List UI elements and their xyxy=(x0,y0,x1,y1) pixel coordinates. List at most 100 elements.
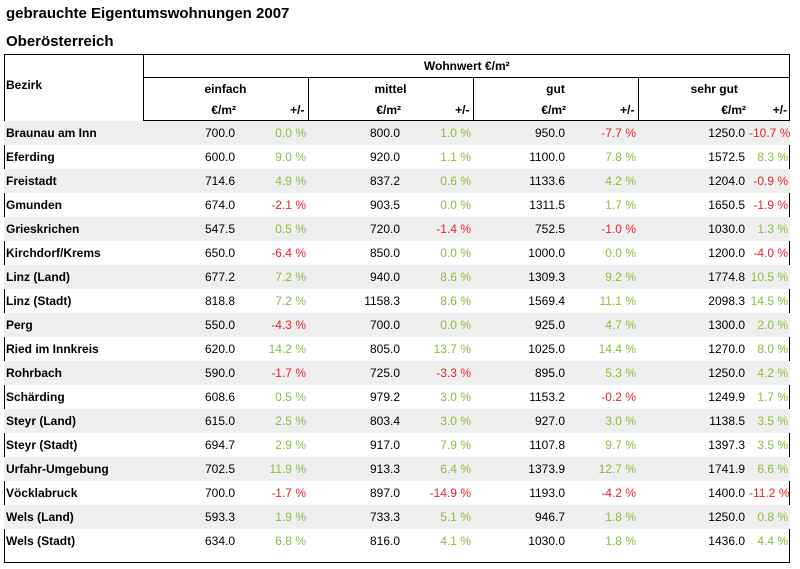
change-value: -10.7 xyxy=(749,126,777,140)
percent-sign: % xyxy=(460,246,471,260)
price-change: -4.3 % xyxy=(239,313,308,337)
percent-sign: % xyxy=(777,174,789,188)
price-change: 2.0 % xyxy=(749,313,791,337)
change-header: +/- xyxy=(569,100,638,121)
price-value: 700.0 xyxy=(204,486,235,500)
price-value: 897.0 xyxy=(369,486,400,500)
price-value: 1572.5 xyxy=(708,150,745,164)
district-name: Gmunden xyxy=(6,198,62,212)
change-value: -7.7 xyxy=(601,126,622,140)
district-name: Steyr (Stadt) xyxy=(6,438,78,452)
price-change: -1.9 % xyxy=(749,193,790,217)
price-value: 1400.0 xyxy=(708,486,745,500)
percent-sign: % xyxy=(777,438,789,452)
price-value: 979.2 xyxy=(369,390,400,404)
row-header: Bezirk xyxy=(6,77,43,92)
price-value: 2098.3 xyxy=(708,294,745,308)
price-change: 4.2 % xyxy=(569,169,638,193)
price-change: 1.7 % xyxy=(569,193,638,217)
percent-sign: % xyxy=(460,342,471,356)
percent-sign: % xyxy=(625,486,636,500)
price-change: 0.6 % xyxy=(404,169,473,193)
percent-sign: % xyxy=(460,150,471,164)
price-value: 600.0 xyxy=(204,150,235,164)
price-change: 11.9 % xyxy=(239,457,308,481)
price-value: 850.0 xyxy=(369,246,400,260)
price-value: 1138.5 xyxy=(638,409,749,433)
table-row: Perg 550.0 -4.3 % 700.0 0.0 % 925.0 4.7 % 1300.… xyxy=(4,313,791,337)
percent-sign: % xyxy=(460,462,471,476)
change-value: -0.2 xyxy=(601,390,622,404)
price-change: -14.9 % xyxy=(404,481,473,505)
price-change: -1.7 % xyxy=(239,481,308,505)
price-change: 8.3 % xyxy=(749,145,790,169)
change-value: 0.0 xyxy=(440,246,457,260)
change-value: 2.9 xyxy=(275,438,292,452)
price-value: 1300.0 xyxy=(638,313,749,337)
price-value: 816.0 xyxy=(369,534,400,548)
price-change: -6.4 % xyxy=(239,241,308,265)
price-change: 8.6 % xyxy=(404,289,473,313)
price-change: -7.7 % xyxy=(569,120,638,145)
price-change: 7.9 % xyxy=(404,433,473,457)
price-change: 3.5 % xyxy=(749,409,791,433)
table-row: Gmunden 674.0 -2.1 % 903.5 0.0 % 1311.5 1.7 % 1… xyxy=(4,193,790,217)
price-value: 1569.4 xyxy=(528,294,565,308)
change-value: -4.3 xyxy=(271,318,292,332)
percent-sign: % xyxy=(625,366,636,380)
change-value: -14.9 xyxy=(429,486,457,500)
district-name: Kirchdorf/Krems xyxy=(6,246,101,260)
region-subtitle: Oberösterreich xyxy=(6,33,114,50)
change-value: 5.1 xyxy=(440,510,457,524)
district-name: Ried im Innkreis xyxy=(6,342,99,356)
percent-sign: % xyxy=(295,294,306,308)
percent-sign: % xyxy=(295,270,306,284)
change-value: 1.0 xyxy=(440,126,457,140)
price-value: 1741.9 xyxy=(638,457,749,481)
district-name: Braunau am Inn xyxy=(4,120,143,145)
district-name: Freistadt xyxy=(4,169,143,193)
percent-sign: % xyxy=(625,126,636,140)
change-value: 6.6 xyxy=(757,462,775,476)
district-name: Linz (Stadt) xyxy=(6,294,72,308)
table-row: Linz (Land) 677.2 7.2 % 940.0 8.6 % 1309.3 9.2… xyxy=(4,265,791,289)
district-name: Perg xyxy=(4,313,143,337)
percent-sign: % xyxy=(295,198,306,212)
percent-sign: % xyxy=(460,126,471,140)
percent-sign: % xyxy=(295,510,306,524)
percent-sign: % xyxy=(460,534,471,548)
percent-sign: % xyxy=(777,294,789,308)
price-value: 895.0 xyxy=(473,361,569,385)
change-value: 4.7 xyxy=(605,318,622,332)
change-value: 6.4 xyxy=(440,462,457,476)
change-value: -1.7 xyxy=(271,486,292,500)
price-change: -4.0 % xyxy=(749,241,790,265)
price-change: 4.2 % xyxy=(749,361,791,385)
percent-sign: % xyxy=(460,318,471,332)
change-value: 1.8 xyxy=(605,534,622,548)
table-row: Eferding 600.0 9.0 % 920.0 1.1 % 1100.0 7.8 % 1… xyxy=(4,145,790,169)
percent-sign: % xyxy=(295,222,306,236)
change-value: 4.2 xyxy=(605,174,622,188)
change-value: 4.1 xyxy=(440,534,457,548)
price-value: 593.3 xyxy=(143,505,239,529)
price-change: 1.0 % xyxy=(404,120,473,145)
percent-sign: % xyxy=(460,294,471,308)
percent-sign: % xyxy=(295,462,306,476)
price-value: 550.0 xyxy=(143,313,239,337)
price-change: -4.2 % xyxy=(569,481,638,505)
change-value: 0.0 xyxy=(275,126,292,140)
price-change: -2.1 % xyxy=(239,193,308,217)
percent-sign: % xyxy=(460,510,471,524)
change-value: 3.0 xyxy=(440,390,457,404)
price-value: 940.0 xyxy=(308,265,404,289)
price-table: Wohnwert €/m² Bezirk einfach mittel gut … xyxy=(4,54,791,553)
price-value: 1153.2 xyxy=(529,390,565,404)
percent-sign: % xyxy=(625,270,636,284)
percent-sign: % xyxy=(777,366,789,380)
percent-sign: % xyxy=(460,414,471,428)
change-value: 14.2 xyxy=(268,342,292,356)
change-value: 1.8 xyxy=(605,510,622,524)
price-change: 14.5 % xyxy=(749,289,790,313)
price-value: 1100.0 xyxy=(529,150,565,164)
